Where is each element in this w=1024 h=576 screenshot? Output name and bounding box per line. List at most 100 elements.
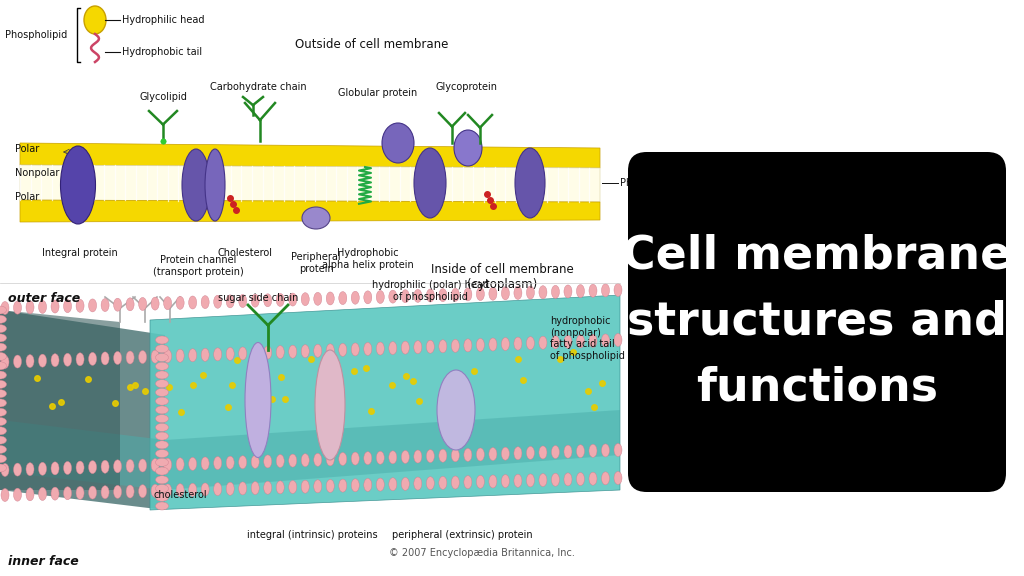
Ellipse shape xyxy=(339,479,347,492)
Ellipse shape xyxy=(126,351,134,364)
Ellipse shape xyxy=(439,289,446,302)
Ellipse shape xyxy=(476,475,484,488)
Ellipse shape xyxy=(476,448,484,461)
Ellipse shape xyxy=(327,344,334,357)
Ellipse shape xyxy=(426,477,434,490)
Ellipse shape xyxy=(214,348,221,361)
Ellipse shape xyxy=(101,352,110,365)
Ellipse shape xyxy=(188,457,197,471)
Ellipse shape xyxy=(114,298,122,311)
Text: Carbohydrate chain: Carbohydrate chain xyxy=(210,82,306,92)
Bar xyxy=(0,280,620,576)
Ellipse shape xyxy=(389,478,397,491)
Ellipse shape xyxy=(138,459,146,472)
Ellipse shape xyxy=(182,149,210,221)
Ellipse shape xyxy=(88,299,96,312)
Ellipse shape xyxy=(452,339,460,353)
Ellipse shape xyxy=(614,334,622,347)
Ellipse shape xyxy=(156,493,169,501)
Ellipse shape xyxy=(63,461,72,475)
Polygon shape xyxy=(0,310,120,490)
Ellipse shape xyxy=(114,460,122,473)
Ellipse shape xyxy=(488,475,497,488)
Ellipse shape xyxy=(502,338,509,351)
Ellipse shape xyxy=(251,482,259,495)
Text: Glycoprotein: Glycoprotein xyxy=(435,82,497,92)
Ellipse shape xyxy=(152,458,159,472)
Ellipse shape xyxy=(401,341,410,354)
Text: integral (intrinsic) proteins: integral (intrinsic) proteins xyxy=(247,530,377,540)
Ellipse shape xyxy=(0,380,6,388)
Ellipse shape xyxy=(76,461,84,474)
Ellipse shape xyxy=(226,347,234,361)
Ellipse shape xyxy=(552,336,559,348)
Ellipse shape xyxy=(214,457,221,469)
Text: Cell membrane
structures and
functions: Cell membrane structures and functions xyxy=(623,233,1012,411)
Text: cholesterol: cholesterol xyxy=(154,490,207,500)
Ellipse shape xyxy=(156,450,169,457)
Ellipse shape xyxy=(313,480,322,493)
Ellipse shape xyxy=(552,473,559,486)
Ellipse shape xyxy=(351,479,359,492)
Text: Polar: Polar xyxy=(15,144,39,154)
Ellipse shape xyxy=(13,355,22,368)
Ellipse shape xyxy=(88,353,96,365)
Ellipse shape xyxy=(437,370,475,450)
Ellipse shape xyxy=(488,338,497,351)
Ellipse shape xyxy=(26,355,34,367)
Ellipse shape xyxy=(364,479,372,491)
Polygon shape xyxy=(0,410,620,490)
Ellipse shape xyxy=(276,293,285,306)
Ellipse shape xyxy=(526,286,535,299)
Ellipse shape xyxy=(0,389,6,397)
Ellipse shape xyxy=(476,339,484,351)
Ellipse shape xyxy=(515,148,545,218)
Ellipse shape xyxy=(156,336,169,344)
Ellipse shape xyxy=(552,285,559,298)
Ellipse shape xyxy=(564,335,572,348)
Ellipse shape xyxy=(313,292,322,305)
Ellipse shape xyxy=(201,483,209,496)
Ellipse shape xyxy=(614,472,622,484)
Ellipse shape xyxy=(0,315,6,323)
Ellipse shape xyxy=(156,484,169,492)
Text: Inside of cell membrane
(cytoplasm): Inside of cell membrane (cytoplasm) xyxy=(431,263,573,291)
Ellipse shape xyxy=(0,334,6,342)
Ellipse shape xyxy=(251,456,259,468)
Ellipse shape xyxy=(156,371,169,379)
Ellipse shape xyxy=(156,458,169,467)
Ellipse shape xyxy=(101,486,110,499)
Text: Protein channel
(transport protein): Protein channel (transport protein) xyxy=(153,255,244,276)
Ellipse shape xyxy=(226,456,234,469)
Ellipse shape xyxy=(188,483,197,497)
Ellipse shape xyxy=(264,455,271,468)
Ellipse shape xyxy=(327,453,334,466)
Ellipse shape xyxy=(164,484,172,497)
Ellipse shape xyxy=(414,289,422,302)
Ellipse shape xyxy=(514,474,522,487)
Ellipse shape xyxy=(214,483,221,495)
Ellipse shape xyxy=(526,474,535,487)
Ellipse shape xyxy=(26,301,34,314)
Ellipse shape xyxy=(552,446,559,458)
Polygon shape xyxy=(20,165,600,202)
Ellipse shape xyxy=(0,464,6,472)
Ellipse shape xyxy=(51,354,59,367)
Ellipse shape xyxy=(1,464,9,476)
Ellipse shape xyxy=(156,467,169,475)
Ellipse shape xyxy=(577,445,585,458)
Ellipse shape xyxy=(0,454,6,463)
Ellipse shape xyxy=(601,334,609,347)
Ellipse shape xyxy=(601,444,609,457)
Ellipse shape xyxy=(401,290,410,303)
Ellipse shape xyxy=(539,336,547,349)
Ellipse shape xyxy=(464,476,472,488)
Ellipse shape xyxy=(264,294,271,307)
Ellipse shape xyxy=(488,287,497,300)
Ellipse shape xyxy=(0,436,6,444)
Ellipse shape xyxy=(156,397,169,405)
Ellipse shape xyxy=(301,454,309,467)
Ellipse shape xyxy=(502,287,509,300)
Ellipse shape xyxy=(138,351,146,363)
Ellipse shape xyxy=(315,350,345,460)
